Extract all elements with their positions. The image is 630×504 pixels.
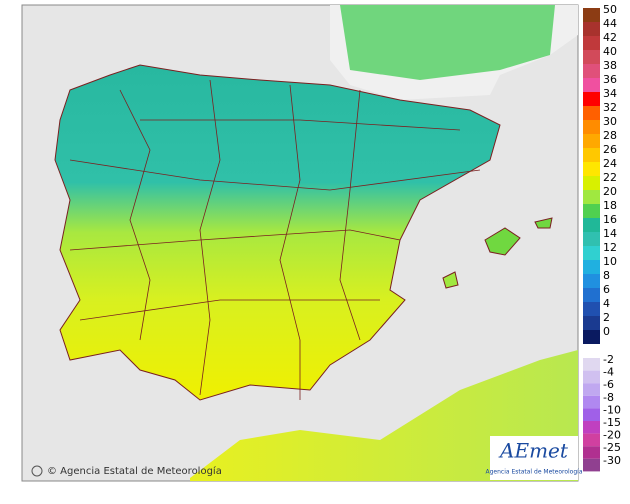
legend-swatch: [583, 395, 600, 409]
legend-swatch: [583, 232, 600, 246]
legend-swatch: [583, 421, 600, 434]
legend-swatch: [583, 148, 600, 162]
copyright: © Agencia Estatal de Meteorología: [31, 465, 222, 477]
legend-label: 6: [603, 283, 610, 296]
legend-label: 32: [603, 101, 617, 114]
legend-swatch: [583, 218, 600, 232]
legend-swatch: [583, 302, 600, 316]
legend-label: -25: [603, 441, 621, 454]
legend-label: 24: [603, 157, 617, 170]
legend-label: 34: [603, 87, 617, 100]
legend-label: -10: [603, 403, 621, 416]
legend-label: -15: [603, 416, 621, 429]
legend-swatch: [583, 370, 600, 384]
legend-swatch: [583, 8, 600, 22]
mallorca: [484, 227, 521, 256]
iberia: [54, 64, 501, 401]
legend-swatch: [583, 36, 600, 50]
logo-box: [490, 436, 578, 480]
legend-label: 50: [603, 3, 617, 16]
legend-swatch: [583, 204, 600, 218]
legend-swatch: [583, 433, 600, 447]
legend-swatch: [583, 288, 600, 302]
legend-swatch: [583, 246, 600, 260]
legend-swatch: [583, 120, 600, 134]
legend-label: 12: [603, 241, 617, 254]
legend-label: 20: [603, 185, 617, 198]
legend-swatch: [583, 92, 600, 106]
legend-label: -30: [603, 454, 621, 467]
legend-swatch: [583, 330, 600, 344]
legend-label: -20: [603, 429, 621, 442]
legend-swatch: [583, 78, 600, 92]
legend-swatch: [583, 176, 600, 190]
legend-swatch: [583, 106, 600, 120]
menorca: [534, 217, 553, 229]
province-borders: [69, 79, 481, 400]
legend-swatch: [583, 64, 600, 78]
legend-label: 28: [603, 129, 617, 142]
legend-label: 2: [603, 311, 610, 324]
legend-label: 40: [603, 45, 617, 58]
legend-label: 38: [603, 59, 617, 72]
legend-label: 10: [603, 255, 617, 268]
copyright-icon: [31, 465, 43, 477]
legend-swatch: [583, 408, 600, 421]
legend-swatch: [583, 190, 600, 204]
legend-swatch: [583, 274, 600, 288]
legend-label: 8: [603, 269, 610, 282]
legend-label: -8: [603, 391, 614, 404]
legend-label: 14: [603, 227, 617, 240]
france-temp: [340, 5, 555, 80]
legend: 5044424038363432302826242220181614121086…: [583, 3, 621, 472]
legend-swatch: [583, 358, 600, 371]
logo-name: AEmet: [498, 439, 569, 463]
legend-label: 16: [603, 213, 617, 226]
legend-label: 30: [603, 115, 617, 128]
legend-label: 22: [603, 171, 617, 184]
copyright-text: © Agencia Estatal de Meteorología: [47, 465, 222, 477]
legend-label: 18: [603, 199, 617, 212]
logo-subtitle: Agencia Estatal de Meteorología: [486, 469, 583, 476]
legend-swatch: [583, 316, 600, 330]
africa: [190, 350, 578, 481]
legend-label: 4: [603, 297, 610, 310]
legend-label: -4: [603, 366, 614, 379]
legend-label: 44: [603, 17, 617, 30]
legend-label: 42: [603, 31, 617, 44]
legend-label: 0: [603, 325, 610, 338]
legend-swatch: [583, 383, 600, 396]
legend-swatch: [583, 458, 600, 472]
legend-swatch: [583, 446, 600, 459]
legend-swatch: [583, 50, 600, 64]
legend-label: 36: [603, 73, 617, 86]
legend-label: 26: [603, 143, 617, 156]
legend-swatch: [583, 134, 600, 148]
legend-swatch: [583, 260, 600, 274]
legend-swatch: [583, 22, 600, 36]
legend-label: -2: [603, 353, 614, 366]
ibiza: [442, 271, 459, 289]
legend-swatch: [583, 162, 600, 176]
legend-label: -6: [603, 378, 614, 391]
